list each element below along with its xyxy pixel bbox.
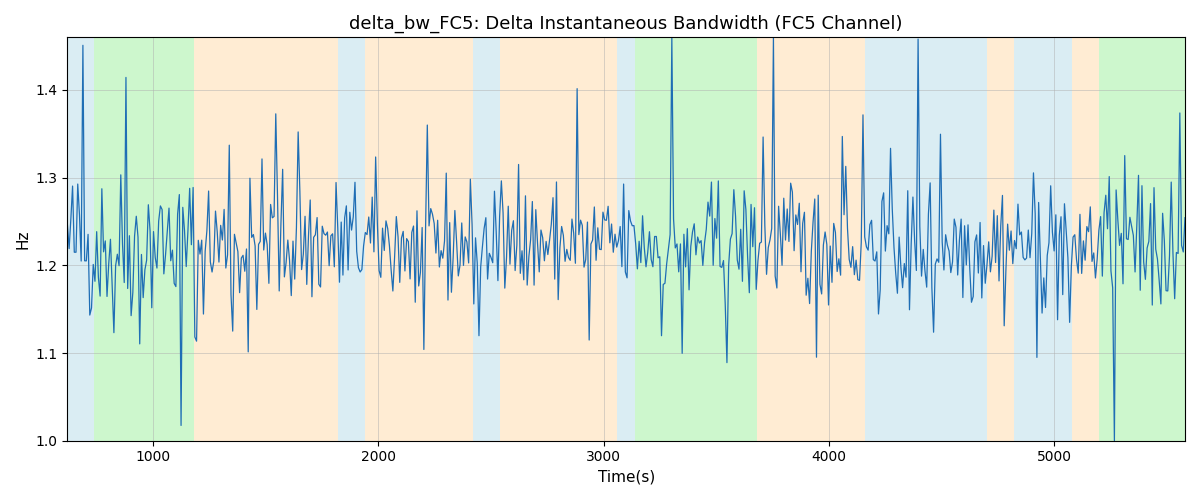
Bar [500,38,617,440]
Bar [757,38,784,440]
Bar [1014,38,1073,440]
Bar [473,38,500,440]
Bar [784,38,865,440]
Bar [365,38,473,440]
Title: delta_bw_FC5: Delta Instantaneous Bandwidth (FC5 Channel): delta_bw_FC5: Delta Instantaneous Bandwi… [349,15,902,34]
Bar [986,38,1014,440]
Bar [1073,38,1099,440]
Bar [1099,38,1186,440]
Bar [95,38,193,440]
Y-axis label: Hz: Hz [16,230,30,249]
Bar [193,38,337,440]
X-axis label: Time(s): Time(s) [598,470,655,485]
Bar [67,38,95,440]
Bar [617,38,635,440]
Bar [337,38,365,440]
Bar [865,38,986,440]
Bar [635,38,757,440]
